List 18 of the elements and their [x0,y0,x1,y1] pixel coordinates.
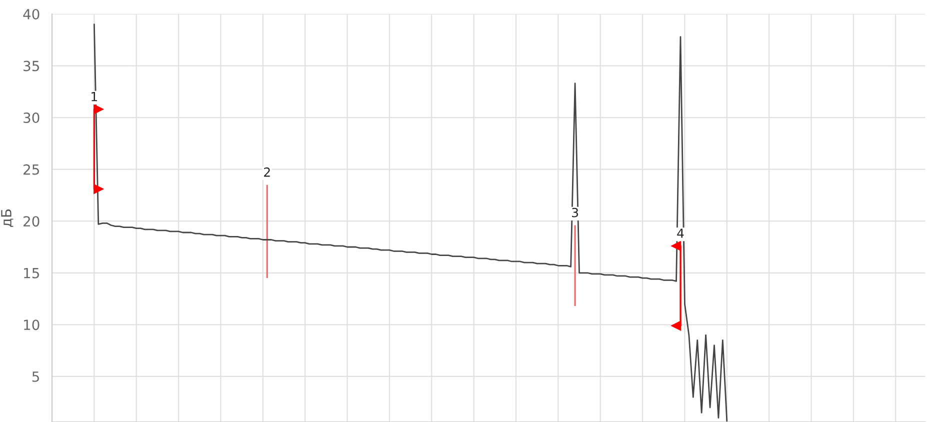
annotation: 1 [92,92,98,102]
y-tick-label: 20 [24,216,40,227]
annotation: 4 [677,228,684,238]
y-axis-title: дБ [1,209,14,227]
y-tick-label: 40 [23,8,40,20]
annotation: 3 [572,208,578,218]
line-series [93,24,728,422]
y-tick-label: 25 [24,164,39,175]
y-tick-label: 30 [24,112,40,124]
y-tick-label: 15 [24,268,39,278]
y-tick-label: 35 [24,60,39,72]
y-tick-label: 5 [32,372,39,382]
point [94,104,104,114]
point [671,241,682,251]
point [94,184,104,194]
point [671,320,682,331]
y-tick-label: 10 [24,320,40,330]
annotation: 2 [264,167,270,177]
